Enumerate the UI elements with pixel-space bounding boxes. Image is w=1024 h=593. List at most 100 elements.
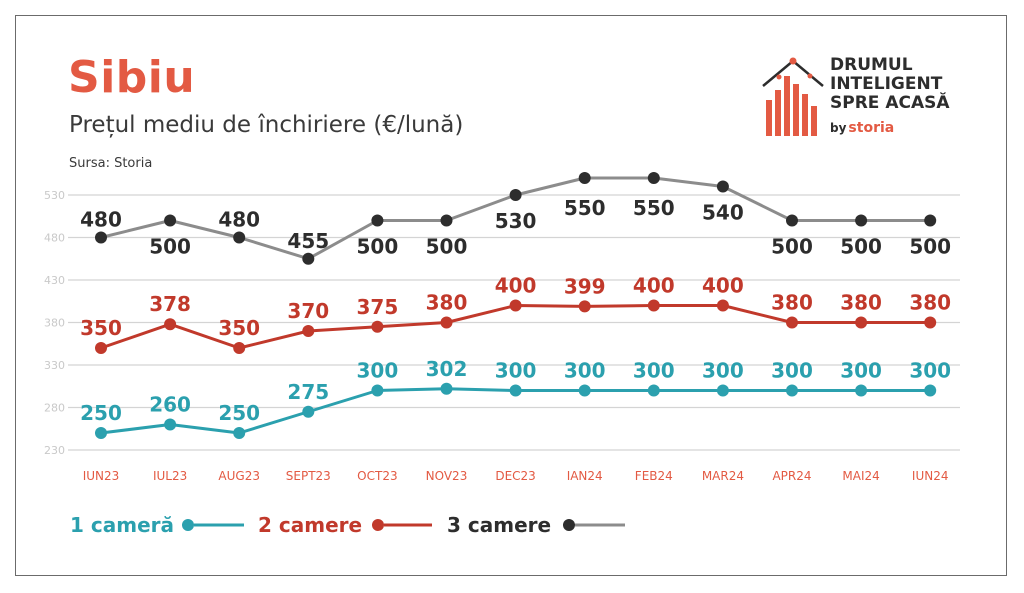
data-point-three_rooms [371,214,384,227]
x-tick-label: SEPT23 [286,469,331,483]
data-label-two_rooms: 378 [149,292,191,316]
data-point-two_rooms [716,299,729,312]
legend-item-3-camere: 3 camere [447,510,629,540]
data-label-one_room: 300 [909,359,951,383]
x-tick-label: APR24 [772,469,811,483]
legend-marker-1-camera [182,519,244,531]
data-point-three_rooms [164,214,177,227]
data-label-one_room: 300 [564,359,606,383]
data-point-two_rooms [509,299,522,312]
data-point-two_rooms [371,320,384,333]
data-label-two_rooms: 400 [702,274,744,298]
data-point-two_rooms [302,325,315,337]
data-label-one_room: 300 [633,359,675,383]
data-label-two_rooms: 380 [426,291,468,315]
x-tick-label: MAI24 [842,469,879,483]
data-label-one_room: 300 [771,359,813,383]
data-point-two_rooms [924,316,937,329]
logo-line-2: INTELIGENT [830,74,943,94]
data-point-three_rooms [647,172,660,184]
data-label-three_rooms: 500 [909,235,951,259]
data-point-one_room [164,418,177,431]
data-label-one_room: 260 [149,393,191,417]
data-point-three_rooms [716,180,729,193]
data-point-one_room [855,384,868,397]
data-point-one_room [95,427,107,439]
data-label-one_room: 300 [702,359,744,383]
x-tick-label: IAN24 [567,469,603,483]
data-point-three_rooms [855,214,868,227]
logo-brand: storia [848,120,895,136]
data-label-three_rooms: 480 [218,208,260,232]
legend-label-2-camere: 2 camere [258,513,363,537]
data-point-one_room [647,384,660,397]
logo-byline: by storia [830,120,894,136]
y-tick-label: 230 [44,444,65,457]
x-tick-label: IUN23 [83,469,120,483]
y-tick-label: 380 [44,317,65,330]
data-label-one_room: 300 [840,359,882,383]
y-tick-label: 430 [44,274,65,287]
data-point-three_rooms [786,214,798,227]
logo-wordmark: DRUMUL INTELIGENT SPRE ACASĂ [830,56,950,113]
data-point-one_room [233,427,246,439]
x-tick-label: MAR24 [702,469,744,483]
data-point-two_rooms [95,342,107,354]
data-point-one_room [302,405,315,418]
legend-label-1-camera: 1 cameră [70,513,174,537]
data-label-two_rooms: 380 [840,291,882,315]
data-label-three_rooms: 550 [633,196,675,220]
data-point-one_room [371,384,384,397]
data-point-two_rooms [578,300,591,313]
data-point-three_rooms [95,231,107,244]
data-label-one_room: 250 [218,401,260,425]
data-point-three_rooms [233,231,246,244]
data-point-one_room [716,384,729,397]
data-point-two_rooms [647,299,660,312]
chart-frame [15,15,1007,576]
data-point-two_rooms [855,316,868,329]
legend-marker-3-camere [563,519,626,531]
data-label-one_room: 300 [357,359,399,383]
data-label-two_rooms: 370 [287,299,329,323]
chart-subtitle: Prețul mediu de închiriere (€/lună) [69,112,464,138]
data-point-one_room [578,384,591,397]
data-label-two_rooms: 400 [495,274,537,298]
data-label-two_rooms: 399 [564,274,606,298]
data-point-one_room [786,384,798,397]
data-label-three_rooms: 500 [771,235,813,259]
data-label-two_rooms: 350 [218,316,260,340]
source-note: Sursa: Storia [69,156,153,171]
y-tick-label: 530 [44,189,65,202]
legend-label-3-camere: 3 camere [447,513,552,537]
data-label-three_rooms: 530 [495,209,537,233]
data-point-two_rooms [164,318,177,331]
x-tick-label: IUN24 [912,469,949,483]
legend-item-1-camera: 1 cameră [70,510,250,540]
data-point-two_rooms [233,342,246,354]
logo-line-3: SPRE ACASĂ [830,93,950,113]
logo-by: by [830,121,847,135]
data-point-three_rooms [302,252,315,265]
data-point-three_rooms [509,189,522,201]
data-label-three_rooms: 455 [287,229,329,253]
brand-logo: DRUMUL INTELIGENT SPRE ACASĂ by storia [760,56,970,142]
data-point-two_rooms [786,316,798,329]
x-tick-label: OCT23 [357,469,397,483]
data-label-one_room: 275 [287,380,329,404]
data-label-two_rooms: 400 [633,274,675,298]
data-point-one_room [440,382,453,395]
data-point-three_rooms [578,172,591,184]
data-label-two_rooms: 350 [80,316,122,340]
data-label-three_rooms: 540 [702,201,744,225]
data-label-three_rooms: 480 [80,208,122,232]
data-label-two_rooms: 380 [909,291,951,315]
data-label-one_room: 300 [495,359,537,383]
data-point-three_rooms [440,214,453,227]
data-label-three_rooms: 500 [426,235,468,259]
x-tick-label: IUL23 [153,469,187,483]
logo-line-1: DRUMUL [830,55,913,75]
data-label-three_rooms: 500 [840,235,882,259]
x-tick-label: FEB24 [635,469,673,483]
